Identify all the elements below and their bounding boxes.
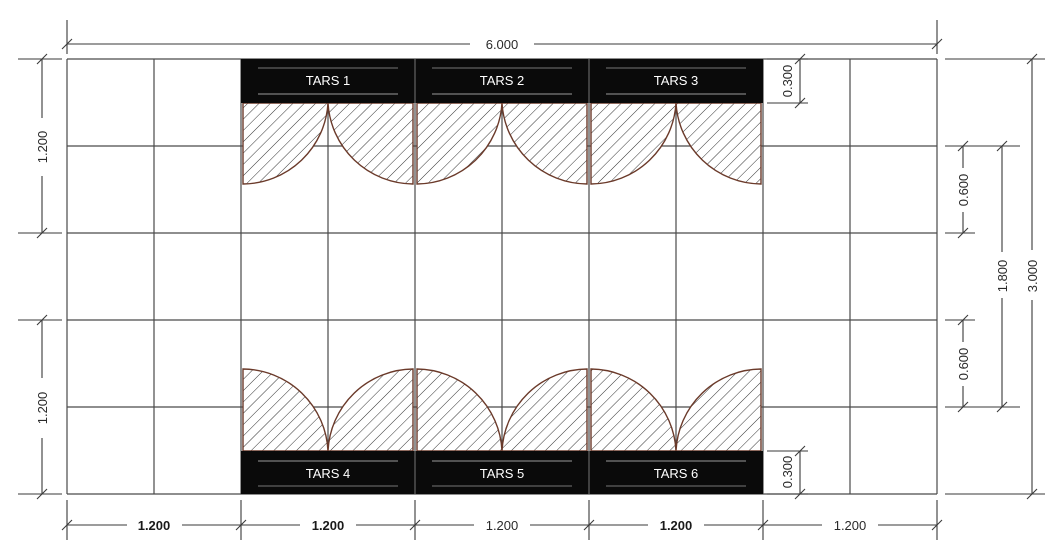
arc bbox=[327, 368, 414, 452]
bottom-width-label: 1.200 bbox=[486, 518, 519, 533]
tars-depth-top-label: 0.300 bbox=[780, 65, 795, 98]
tars-1-label: TARS 1 bbox=[306, 73, 351, 88]
tars-block bbox=[589, 59, 763, 103]
tars-row-bottom: TARS 4 TARS 5 TARS 6 bbox=[241, 451, 763, 494]
bottom-arcs bbox=[242, 368, 762, 452]
arc bbox=[501, 102, 588, 185]
tars-block bbox=[415, 59, 589, 103]
bottom-dimensions: 1.200 1.200 1.200 1.200 1.200 bbox=[61, 500, 943, 540]
tars-block bbox=[589, 451, 763, 494]
right-segment-bottom-label: 0.600 bbox=[956, 348, 971, 381]
top-arcs bbox=[242, 102, 762, 185]
grid bbox=[66, 58, 938, 495]
overall-width-dimension: 6.000 bbox=[61, 20, 943, 54]
arc bbox=[327, 102, 414, 185]
tars-row-top: TARS 1 TARS 2 TARS 3 bbox=[241, 59, 763, 103]
arc bbox=[675, 368, 762, 452]
tars-depth-bottom-label: 0.300 bbox=[780, 456, 795, 489]
overall-width-label: 6.000 bbox=[486, 37, 519, 52]
tars-block bbox=[415, 451, 589, 494]
arc bbox=[590, 102, 677, 185]
inner-height-label: 1.800 bbox=[995, 260, 1010, 293]
left-dimensions: 1.200 1.200 bbox=[18, 53, 62, 500]
arc bbox=[416, 368, 503, 452]
tars-2-label: TARS 2 bbox=[480, 73, 525, 88]
bottom-width-label: 1.200 bbox=[834, 518, 867, 533]
tars-4-label: TARS 4 bbox=[306, 466, 351, 481]
arc bbox=[590, 368, 677, 452]
bottom-width-label: 1.200 bbox=[660, 518, 693, 533]
arc bbox=[501, 368, 588, 452]
left-height-top-label: 1.200 bbox=[35, 131, 50, 164]
right-dimensions: 3.000 1.800 0.600 0.600 bbox=[945, 53, 1045, 500]
arc bbox=[242, 368, 329, 452]
overall-height-label: 3.000 bbox=[1025, 260, 1040, 293]
bottom-width-label: 1.200 bbox=[138, 518, 171, 533]
tars-block bbox=[241, 59, 415, 103]
left-height-bottom-label: 1.200 bbox=[35, 392, 50, 425]
arc bbox=[242, 102, 329, 185]
tars-6-label: TARS 6 bbox=[654, 466, 699, 481]
tars-depth-dimensions: 0.300 0.300 bbox=[767, 53, 808, 500]
right-segment-top-label: 0.600 bbox=[956, 174, 971, 207]
tars-block bbox=[241, 451, 415, 494]
tars-3-label: TARS 3 bbox=[654, 73, 699, 88]
arc bbox=[416, 102, 503, 185]
arc bbox=[675, 102, 762, 185]
bottom-width-label: 1.200 bbox=[312, 518, 345, 533]
tars-5-label: TARS 5 bbox=[480, 466, 525, 481]
